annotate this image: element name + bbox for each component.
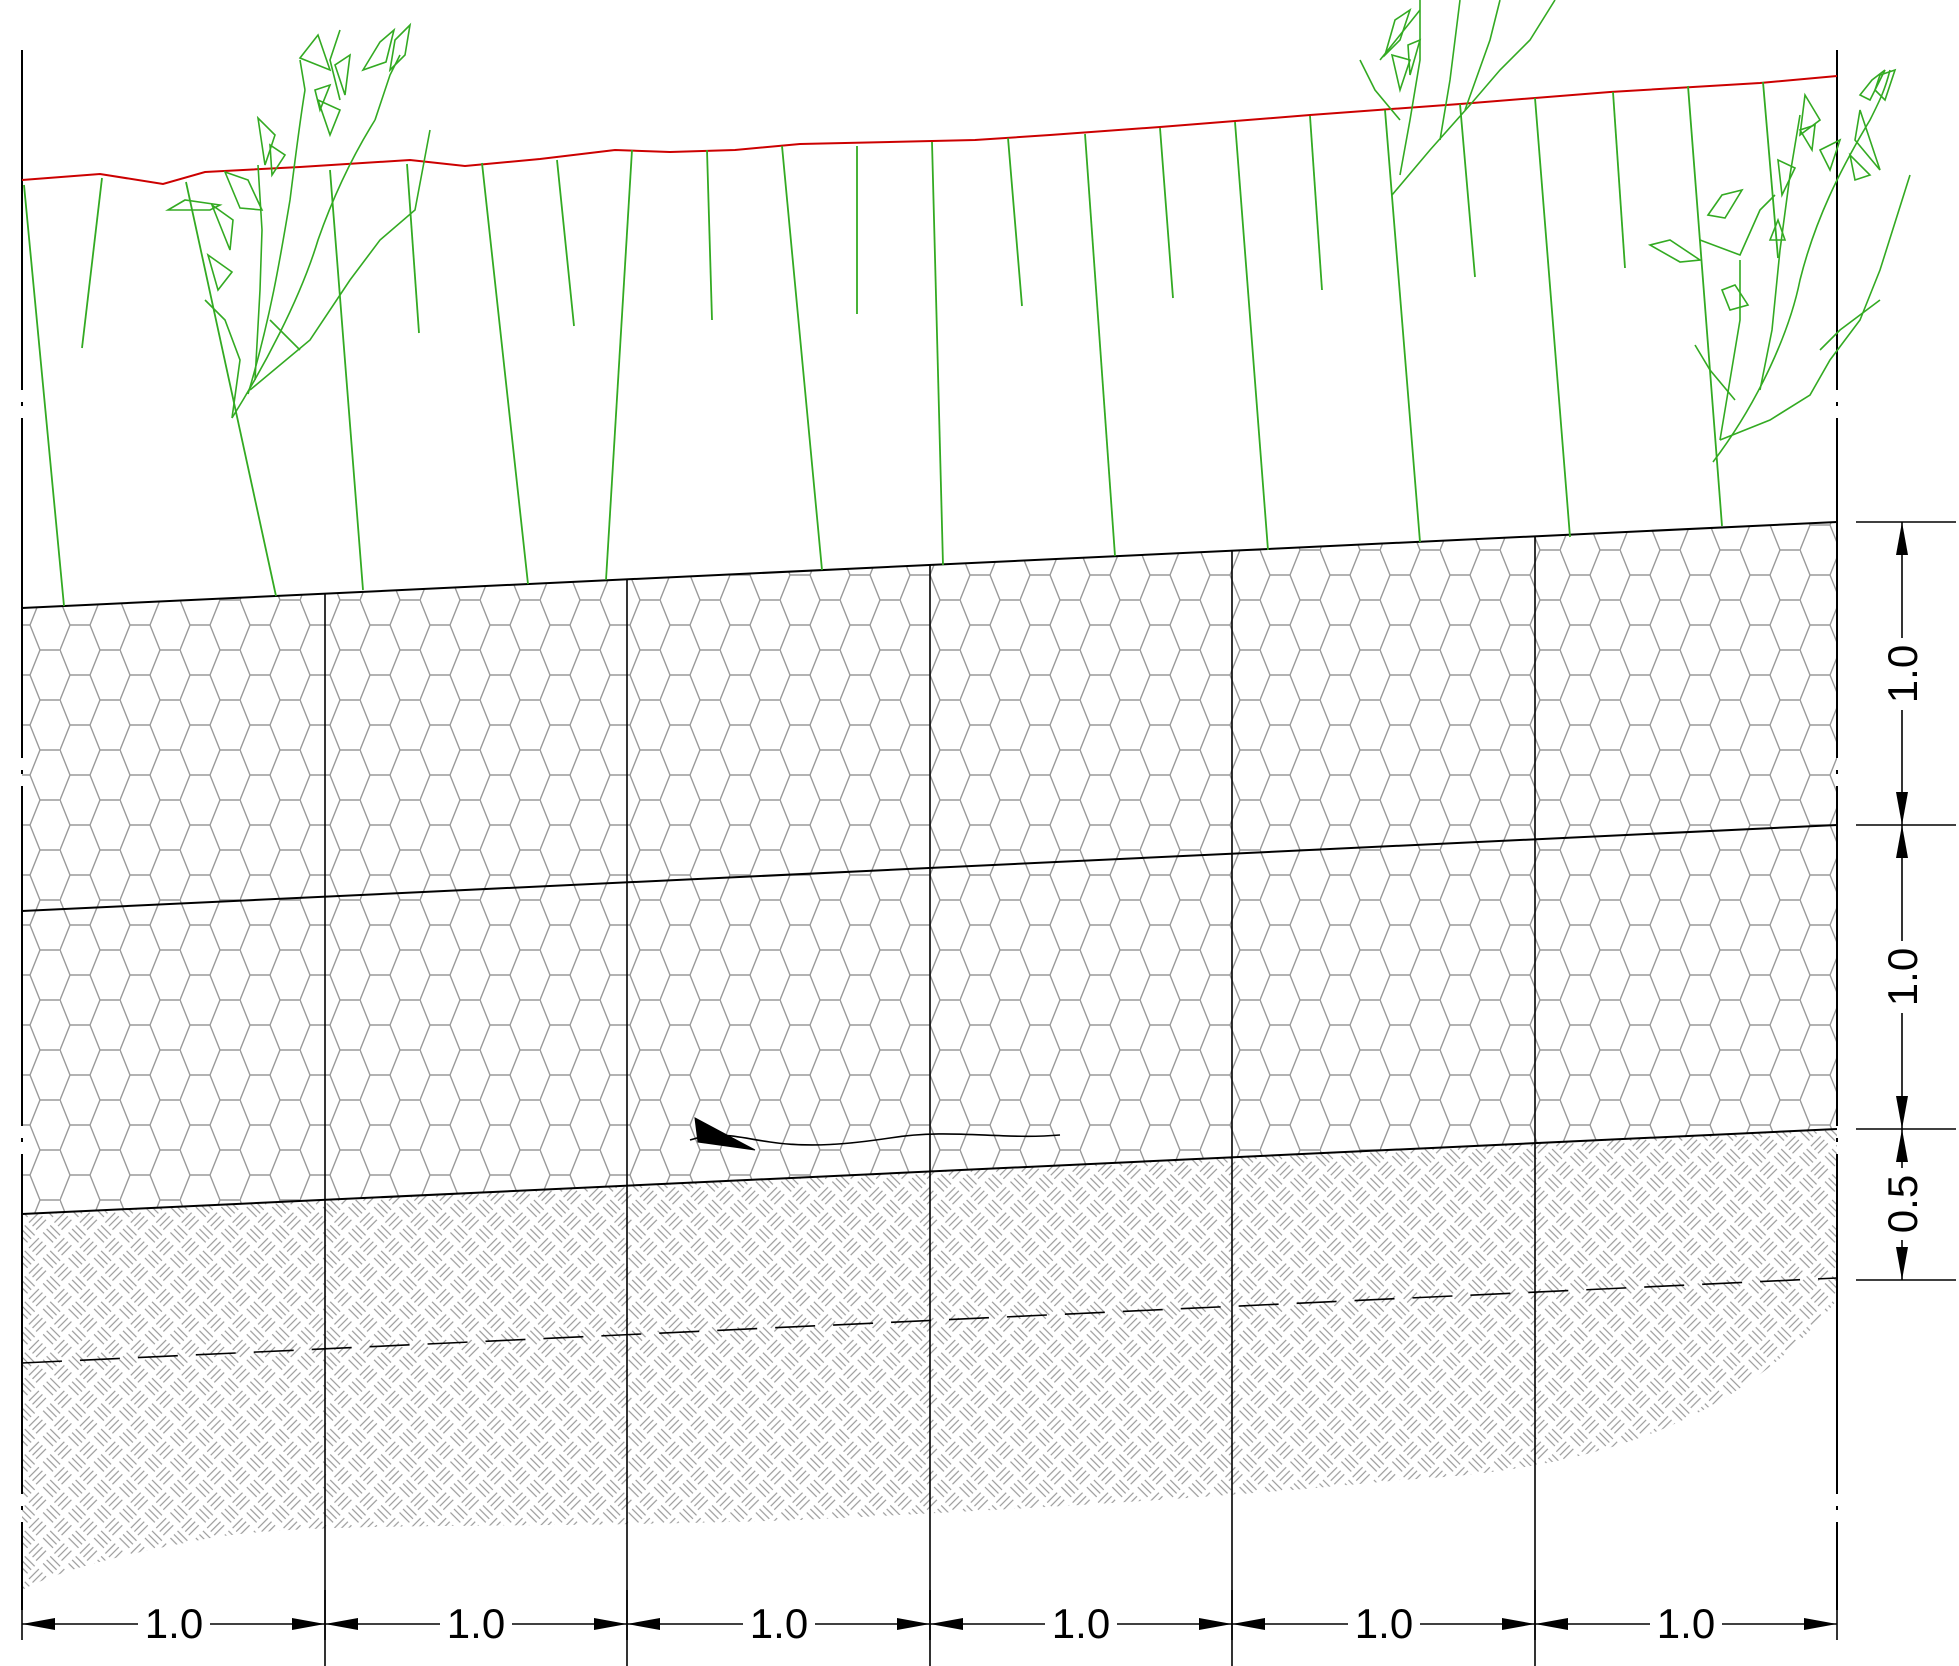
- root-line: [81, 177, 103, 349]
- dimension-label: 1.0: [447, 1600, 505, 1647]
- grid-lines: [324, 537, 1536, 1666]
- dimension-label: 1.0: [1657, 1600, 1715, 1647]
- layer-top-line: [21, 521, 1838, 609]
- root-line: [1459, 103, 1476, 278]
- root-line: [706, 149, 713, 321]
- dimension-label: 1.0: [1052, 1600, 1110, 1647]
- vertical-dimension: 1.0 1.0 0.5: [1856, 521, 1956, 1281]
- shrub-center-icon: [1359, 0, 1556, 196]
- dimension-label: 1.0: [1879, 948, 1926, 1006]
- root-line: [931, 141, 944, 566]
- root-line: [1762, 81, 1779, 259]
- root-line: [329, 169, 364, 591]
- dimension-label: 1.0: [750, 1600, 808, 1647]
- root-line: [1234, 121, 1269, 551]
- dimension-ticks: [21, 1590, 1838, 1640]
- layer-boundary-1: [21, 824, 1838, 912]
- dimension-ticks: [1856, 521, 1956, 1281]
- layer-boundary-2: [21, 1128, 1838, 1215]
- dimension-arrowheads: [22, 1618, 1837, 1630]
- root-line: [1384, 109, 1421, 543]
- root-line: [605, 149, 633, 581]
- shrub-right-icon: [1647, 68, 1911, 463]
- root-line: [781, 145, 823, 571]
- flow-arrow-icon: [689, 1117, 1061, 1151]
- root-line: [1084, 133, 1116, 557]
- dimension-arrowheads: [1896, 522, 1908, 1280]
- dimension-label: 1.0: [1355, 1600, 1413, 1647]
- horizontal-dimension: 1.0 1.0 1.0 1.0 1.0 1.0: [21, 1590, 1838, 1647]
- root-line: [1534, 97, 1571, 538]
- shrub-left-icon: [165, 22, 431, 419]
- root-line: [1309, 115, 1323, 291]
- ground-surface-line: [21, 75, 1838, 186]
- root-line: [1159, 127, 1174, 299]
- dimension-labels: 1.0 1.0 0.5: [1878, 638, 1926, 1240]
- root-line: [1007, 137, 1023, 307]
- root-line: [556, 159, 575, 327]
- root-line: [185, 181, 277, 597]
- root-line: [481, 162, 529, 585]
- water-table-line: [21, 1277, 1838, 1364]
- dimension-label: 0.5: [1879, 1175, 1926, 1233]
- root-line: [23, 184, 65, 607]
- dimension-label: 1.0: [145, 1600, 203, 1647]
- vegetation-roots: [23, 81, 1779, 607]
- dimension-label: 1.0: [1879, 645, 1926, 703]
- root-line: [406, 163, 420, 334]
- root-line: [1612, 91, 1626, 269]
- root-line: [1687, 85, 1723, 527]
- dimension-labels: 1.0 1.0 1.0 1.0 1.0 1.0: [138, 1600, 1722, 1647]
